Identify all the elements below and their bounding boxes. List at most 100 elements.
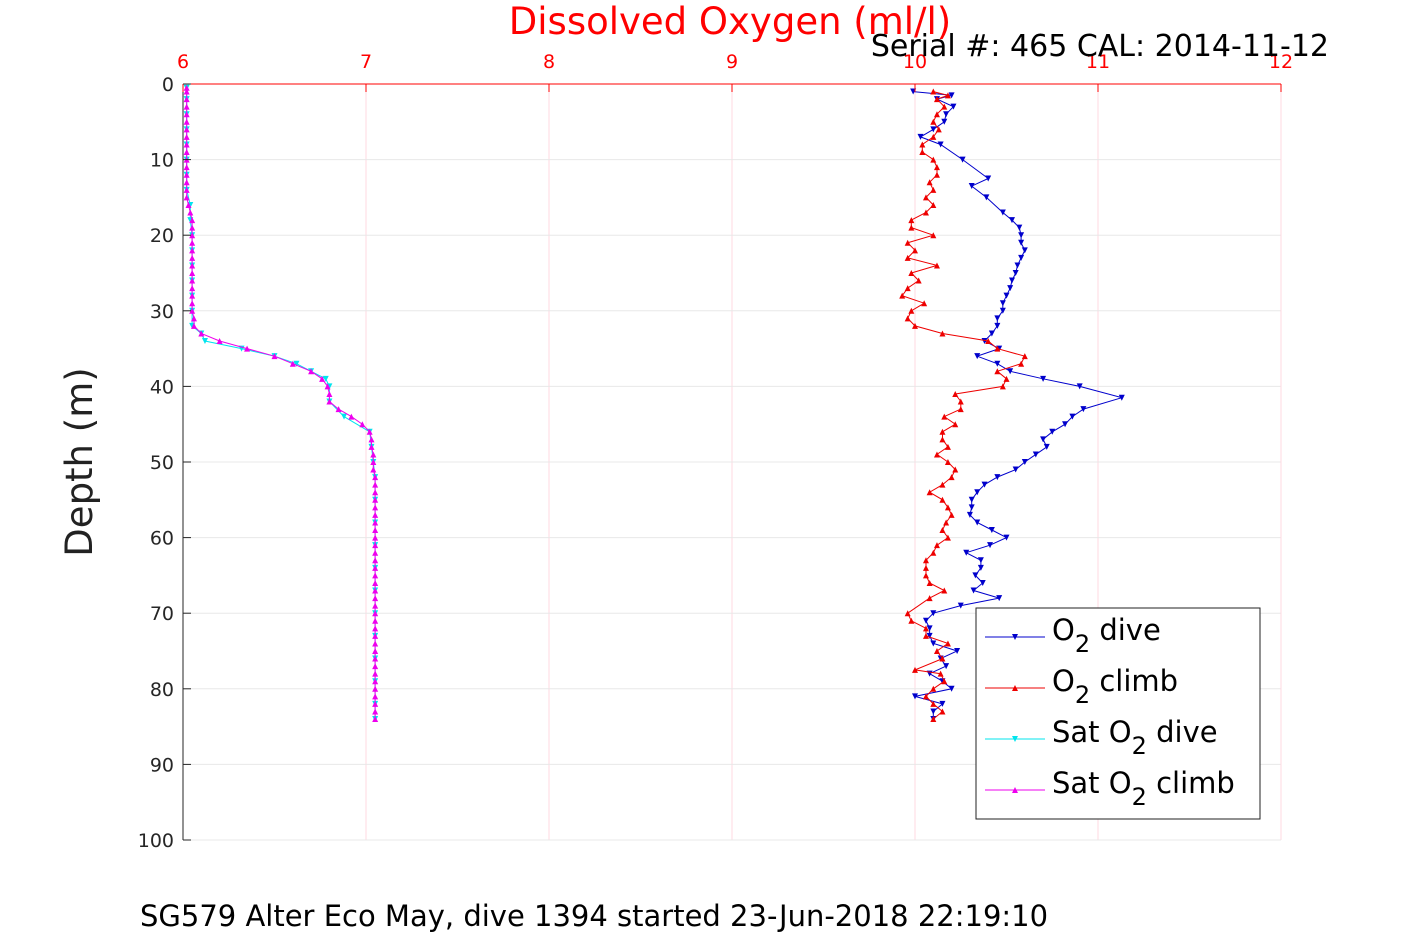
point-o2-climb-80 <box>941 103 948 110</box>
x-tick-label-7: 7 <box>360 51 372 73</box>
point-sat-o2-climb-60 <box>189 262 196 269</box>
point-o2-climb-81 <box>933 96 940 103</box>
point-o2-climb-11 <box>922 632 929 639</box>
point-o2-climb-33 <box>944 459 951 465</box>
point-sat-o2-climb-24 <box>372 534 379 541</box>
point-o2-climb-68 <box>922 194 929 201</box>
point-sat-o2-climb-45 <box>319 375 326 382</box>
point-sat-o2-climb-82 <box>183 96 190 103</box>
point-o2-climb-18 <box>922 572 929 579</box>
point-o2-climb-65 <box>908 217 915 224</box>
point-sat-o2-climb-30 <box>372 489 379 496</box>
point-o2-dive-4 <box>943 111 950 118</box>
point-sat-o2-climb-15 <box>372 602 379 609</box>
point-sat-o2-climb-81 <box>183 103 190 110</box>
point-sat-o2-climb-38 <box>366 428 373 435</box>
point-o2-climb-0 <box>930 716 937 723</box>
point-sat-o2-climb-19 <box>372 572 379 579</box>
point-sat-o2-climb-23 <box>372 542 379 549</box>
point-o2-dive-37 <box>1118 394 1125 401</box>
point-o2-climb-43 <box>999 383 1006 390</box>
point-o2-climb-60 <box>904 254 911 261</box>
point-sat-o2-climb-58 <box>189 277 196 284</box>
point-o2-climb-4 <box>930 685 937 692</box>
point-o2-climb-54 <box>921 300 928 307</box>
point-sat-o2-climb-25 <box>372 527 379 534</box>
legend-box <box>975 607 1261 820</box>
point-o2-dive-20 <box>1014 262 1021 269</box>
point-o2-dive-23 <box>1007 285 1014 292</box>
point-sat-o2-climb-70 <box>183 186 190 193</box>
point-o2-dive-75 <box>948 685 955 692</box>
point-o2-dive-43 <box>1043 443 1050 450</box>
point-sat-o2-climb-56 <box>189 292 196 299</box>
point-sat-o2-climb-16 <box>372 595 379 602</box>
point-sat-o2-climb-66 <box>189 217 196 224</box>
point-sat-o2-climb-27 <box>372 511 379 518</box>
point-o2-climb-66 <box>922 209 929 216</box>
point-o2-climb-56 <box>904 285 911 292</box>
point-o2-climb-52 <box>904 315 911 322</box>
point-o2-climb-83 <box>930 88 937 95</box>
point-sat-o2-climb-48 <box>271 353 278 360</box>
point-o2-climb-72 <box>933 164 940 171</box>
point-o2-dive-30 <box>981 338 988 345</box>
point-o2-climb-44 <box>1003 375 1010 382</box>
point-o2-dive-5 <box>941 118 948 125</box>
point-o2-dive-40 <box>1062 421 1069 428</box>
point-sat-o2-climb-36 <box>368 443 375 450</box>
point-sat-o2-climb-54 <box>189 307 196 314</box>
point-o2-dive-70 <box>954 648 961 654</box>
point-o2-dive-68 <box>926 632 933 639</box>
point-o2-climb-51 <box>912 322 918 329</box>
point-o2-dive-15 <box>1016 224 1023 231</box>
point-o2-dive-8 <box>937 141 944 148</box>
point-o2-dive-24 <box>1003 292 1010 299</box>
point-o2-dive-22 <box>1008 277 1015 284</box>
point-sat-o2-climb-42 <box>326 398 333 405</box>
point-o2-climb-23 <box>944 534 951 541</box>
point-sat-o2-climb-47 <box>289 360 296 367</box>
y-tick-label-100: 100 <box>138 830 174 852</box>
point-sat-o2-climb-32 <box>372 474 379 481</box>
dive-caption: SG579 Alter Eco May, dive 1394 started 2… <box>140 899 1048 933</box>
point-o2-dive-72 <box>943 663 950 670</box>
y-tick-label-80: 80 <box>150 679 174 701</box>
point-sat-o2-climb-41 <box>335 406 342 413</box>
legend-marker-sat-o2-climb <box>1012 787 1018 793</box>
point-o2-dive-29 <box>988 330 995 337</box>
point-sat-o2-climb-40 <box>348 413 355 420</box>
point-sat-o2-climb-17 <box>372 587 379 594</box>
point-sat-o2-climb-61 <box>189 254 196 261</box>
point-o2-dive-9 <box>959 156 966 163</box>
point-o2-climb-77 <box>935 126 942 133</box>
point-sat-o2-climb-28 <box>372 504 379 511</box>
point-o2-dive-35 <box>1040 375 1047 382</box>
point-sat-o2-climb-39 <box>359 421 366 428</box>
point-sat-o2-climb-1 <box>372 708 379 715</box>
point-o2-climb-41 <box>957 398 964 405</box>
point-o2-climb-63 <box>930 232 937 239</box>
legend-entry-sat-o2-climb: Sat O2 climb <box>1052 766 1235 811</box>
point-sat-o2-climb-51 <box>198 330 205 337</box>
point-o2-dive-54 <box>988 527 995 534</box>
point-o2-dive-67 <box>926 625 933 632</box>
point-sat-o2-climb-8 <box>372 655 379 662</box>
point-o2-climb-17 <box>926 579 933 586</box>
point-o2-climb-5 <box>941 678 948 685</box>
point-sat-o2-climb-12 <box>372 625 379 632</box>
point-sat-o2-climb-57 <box>189 285 196 292</box>
grid <box>183 84 1281 840</box>
point-o2-climb-37 <box>939 428 946 435</box>
point-sat-o2-climb-11 <box>372 632 379 639</box>
point-o2-climb-1 <box>939 708 946 715</box>
point-o2-climb-76 <box>930 133 937 140</box>
point-o2-climb-32 <box>952 466 959 473</box>
point-o2-climb-46 <box>1018 360 1025 367</box>
point-o2-climb-50 <box>939 330 946 337</box>
point-o2-climb-47 <box>1021 353 1028 360</box>
point-o2-dive-32 <box>974 353 981 360</box>
point-o2-climb-9 <box>933 648 940 654</box>
y-tick-label-40: 40 <box>150 376 174 398</box>
point-o2-dive-60 <box>972 572 979 579</box>
